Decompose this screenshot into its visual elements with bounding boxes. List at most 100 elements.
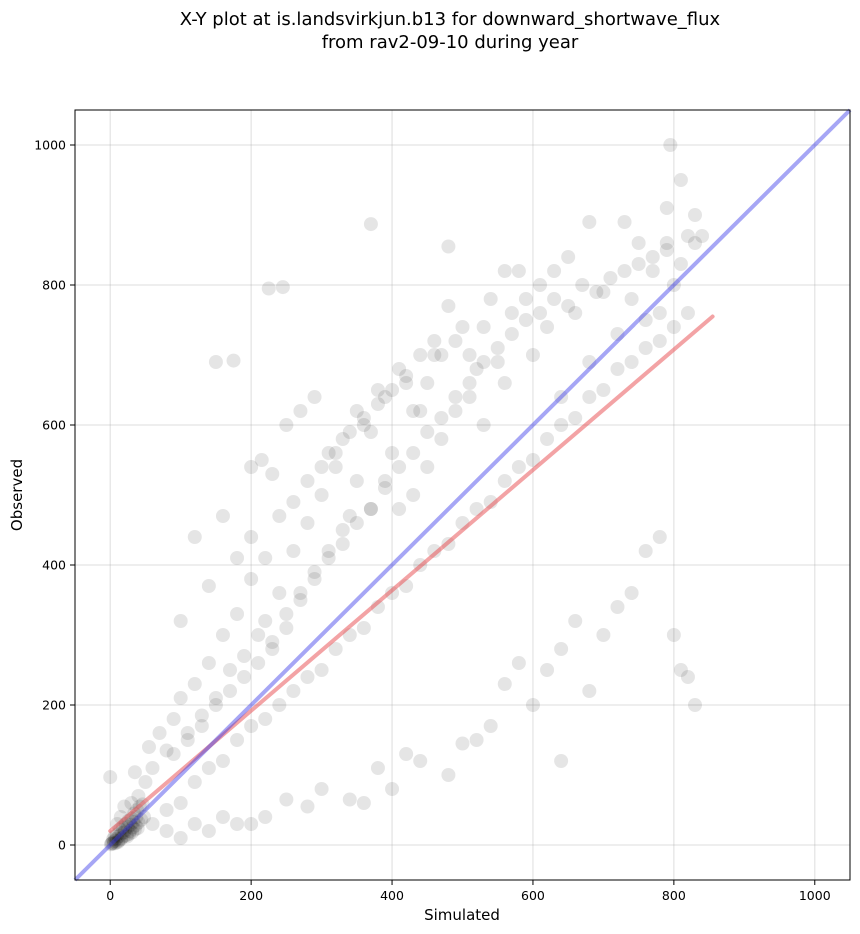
scatter-point	[113, 832, 128, 847]
scatter-point	[540, 663, 555, 677]
scatter-point	[127, 822, 142, 837]
scatter-point	[321, 551, 336, 565]
scatter-point	[568, 614, 583, 628]
scatter-point	[483, 719, 498, 733]
scatter-point	[610, 327, 625, 341]
scatter-point	[370, 383, 385, 397]
y-axis-ticks: 0 200 400 600 800 1000	[34, 138, 75, 853]
scatter-point	[392, 460, 407, 474]
one-to-one-line	[73, 108, 852, 882]
scatter-point	[610, 600, 625, 614]
x-tick-label: 600	[521, 888, 545, 903]
scatter-point	[173, 796, 188, 810]
scatter-point	[349, 474, 364, 488]
scatter-point	[244, 572, 259, 586]
scatter-point	[363, 217, 378, 232]
y-tick-label: 600	[42, 418, 66, 433]
scatter-point	[272, 586, 287, 600]
scatter-point	[596, 383, 611, 397]
scatter-point	[441, 768, 456, 782]
scatter-point	[554, 754, 569, 768]
scatter-point	[483, 292, 498, 306]
scatter-point	[145, 761, 160, 775]
scatter-point	[533, 278, 547, 292]
scatter-point	[448, 404, 463, 418]
y-tick-label: 400	[42, 558, 66, 573]
scatter-point	[307, 390, 322, 404]
scatter-point	[230, 551, 245, 565]
scatter-point	[462, 390, 477, 404]
scatter-point	[223, 684, 237, 698]
scatter-point	[638, 544, 653, 558]
scatter-point	[261, 281, 276, 296]
scatter-point	[108, 833, 123, 848]
x-tick-label: 1000	[799, 888, 831, 903]
scatter-point	[420, 376, 435, 390]
scatter-point	[603, 271, 618, 285]
scatter-point	[137, 810, 152, 824]
y-tick-label: 200	[42, 698, 66, 713]
scatter-point	[441, 239, 456, 254]
scatter-point	[321, 446, 336, 460]
scatter-point	[258, 810, 273, 824]
scatter-point	[497, 264, 512, 278]
scatter-point	[476, 355, 491, 369]
scatter-point	[680, 670, 695, 684]
scatter-point	[109, 831, 124, 846]
scatter-point	[624, 292, 639, 306]
scatter-point	[173, 831, 188, 845]
scatter-point	[230, 817, 245, 831]
scatter-point	[540, 432, 555, 446]
y-tick-label: 0	[58, 838, 66, 853]
scatter-point	[279, 621, 294, 635]
scatter-point	[434, 432, 449, 446]
scatter-point	[666, 278, 681, 292]
scatter-point	[554, 642, 569, 656]
scatter-point	[673, 257, 688, 271]
scatter-point	[106, 834, 121, 849]
scatter-point	[427, 544, 442, 558]
scatter-point	[476, 320, 491, 334]
scatter-point	[547, 292, 562, 306]
scatter-point	[596, 285, 611, 299]
scatter-point	[201, 824, 216, 838]
y-tick-label: 1000	[34, 138, 66, 153]
scatter-point	[187, 677, 202, 691]
scatter-point	[511, 460, 526, 474]
scatter-point	[645, 264, 660, 278]
scatter-point	[286, 495, 301, 509]
scatter-point	[166, 712, 181, 726]
scatter-point	[314, 460, 329, 474]
scatter-point	[624, 586, 639, 600]
scatter-point	[427, 334, 442, 348]
scatter-point	[117, 825, 132, 840]
scatter-point	[561, 250, 576, 264]
scatter-point	[215, 810, 230, 824]
scatter-point	[652, 334, 667, 348]
scatter-point	[540, 320, 555, 334]
scatter-point	[610, 362, 625, 376]
scatter-point	[125, 825, 140, 840]
scatter-point	[385, 446, 400, 460]
scatter-point	[525, 453, 540, 467]
scatter-point	[314, 782, 329, 796]
scatter-point	[356, 621, 371, 635]
scatter-point	[120, 819, 135, 834]
scatter-point	[356, 418, 371, 432]
scatter-point	[680, 229, 695, 243]
scatter-point	[497, 474, 512, 488]
scatter-point	[103, 770, 118, 785]
scatter-point	[114, 831, 129, 845]
scatter-point	[511, 656, 526, 670]
y-axis-label: Observed	[8, 459, 26, 531]
scatter-point	[349, 404, 364, 418]
scatter-point	[652, 306, 667, 320]
scatter-point	[589, 285, 604, 299]
x-axis-label: Simulated	[424, 906, 500, 924]
scatter-point	[130, 821, 145, 836]
scatter-point	[561, 299, 576, 313]
scatter-point	[120, 829, 135, 844]
scatter-point	[131, 789, 146, 803]
scatter-point	[392, 502, 407, 516]
